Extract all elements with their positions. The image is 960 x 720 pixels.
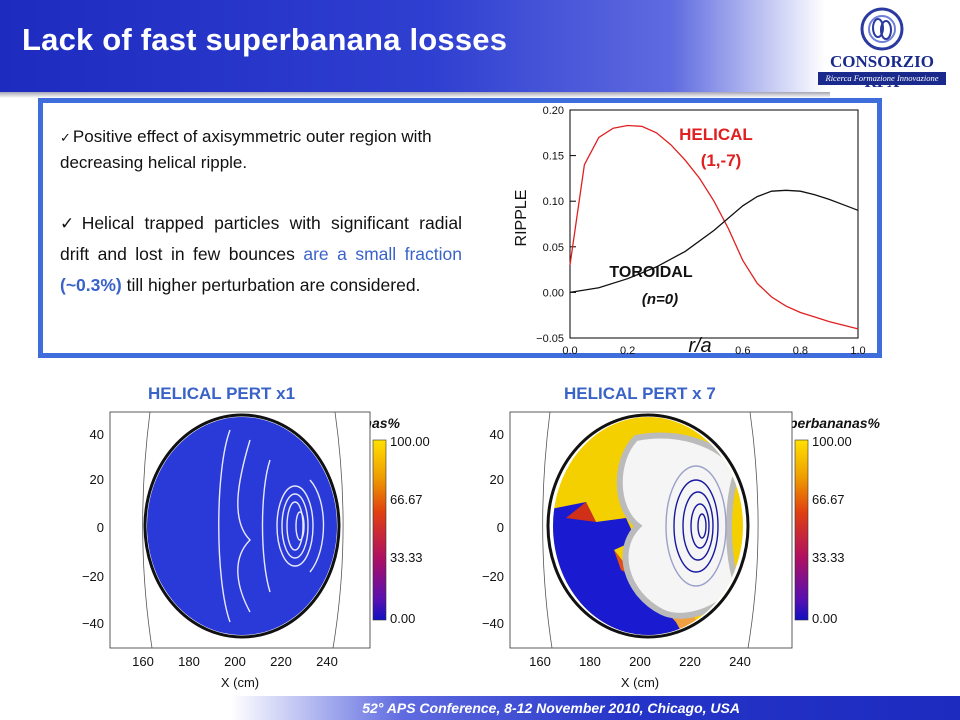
panel-1-colorbar [372,439,387,621]
panel-2-xlabel: X (cm) [621,675,659,690]
panel-1-xlabel: X (cm) [221,675,259,690]
panel-2-colorbar-label: superbananas% [773,415,880,431]
panel-2-title: HELICAL PERT x 7 [564,384,716,403]
panel-2-xtick: 200 [629,654,651,669]
panel-1-ytick: −40 [82,616,104,631]
ripple-ytick: 0.00 [543,287,564,299]
panel-1-orbits [218,429,325,623]
panel-2-ytick: 20 [490,472,504,487]
footer-text: 52° APS Conference, 8-12 November 2010, … [362,700,740,716]
panel-1-ytick: 0 [97,520,104,535]
panel-2-xtick: 180 [579,654,601,669]
panel-2-boundary-lines [542,411,759,649]
header-shadow [0,92,830,98]
panel-1-title: HELICAL PERT x1 [148,384,296,403]
consorzio-rfx-logo: CONSORZIO RFX Ricerca Formazione Innovaz… [812,6,952,91]
ripple-plot-frame [569,109,859,339]
panel-1-xticks: 160 180 200 220 240 [132,654,338,669]
slide-title: Lack of fast superbanana losses [22,22,508,57]
panel-1-boundary-lines [142,411,344,649]
bullet-1-text: Positive effect of axisymmetric outer re… [60,127,432,172]
panel-2-cbar-tick: 33.33 [812,550,845,565]
panel-2-ytick: 0 [497,520,504,535]
ripple-chart: −0.05 0.00 0.05 0.10 0.15 0.20 0.0 0.2 0.6 0.8 1.… [513,105,866,354]
toroidal-mode-annotation: (n=0) [642,291,678,308]
panel-1-xtick: 160 [132,654,154,669]
panel-2-yticks: 40 20 0 −20 −40 [482,427,504,631]
footer-band [0,696,960,720]
panel-1-colorbar-ticks: 100.00 66.67 33.33 0.00 [390,434,430,626]
panel-1-cbar-tick: 0.00 [390,611,415,626]
panel-2-ytick: −20 [482,569,504,584]
panel-2-plot: superbananas% 100.00 66.67 33.33 0.00 40… [482,411,880,690]
helical-annotation: HELICAL [679,125,753,144]
panel-1-xtick: 240 [316,654,338,669]
bullet-2: ✓ Helical trapped particles with signific… [60,208,462,301]
panel-1-xtick: 180 [178,654,200,669]
panel-1-cbar-tick: 33.33 [390,550,423,565]
panel-1-plot: superbananas% 100.00 66.67 33.33 0.00 40… [82,411,430,690]
panel-2-xtick: 220 [679,654,701,669]
panel-2-cbar-tick: 66.67 [812,492,845,507]
toroidal-annotation: TOROIDAL [609,264,692,281]
ripple-xtick: 0.0 [562,345,577,354]
panel-2-ytick: 40 [490,427,504,442]
bullet-2-percent: (~0.3%) [60,275,122,295]
checkmark-icon: ✓ [60,130,71,145]
ripple-xtick: 0.2 [620,345,635,354]
panel-1-ytick: −20 [82,569,104,584]
ripple-xtick: 0.8 [793,345,808,354]
checkmark-icon: ✓ [60,214,80,233]
bullet-2-text-b: are a small fraction [303,244,462,264]
ripple-xtick: 0.6 [735,345,750,354]
panel-1-ytick: 20 [90,472,104,487]
ripple-ytick: 0.05 [543,242,564,254]
ripple-ytick: 0.15 [543,151,564,163]
panel-2-xtick: 160 [529,654,551,669]
panel-2-xtick: 240 [729,654,751,669]
bullet-1: ✓ Positive effect of axisymmetric outer r… [60,124,460,175]
panel-1-cbar-tick: 100.00 [390,434,430,449]
panel-1-cbar-tick: 66.67 [390,492,423,507]
logo-emblem-icon [860,7,904,51]
bullet-2-text-a: Helical trapped particles with significa… [60,213,462,264]
toroidal-ripple-line [569,189,859,294]
panel-2-xticks: 160 180 200 220 240 [529,654,751,669]
logo-tagline: Ricerca Formazione Innovazione [818,72,946,85]
ripple-ytick: 0.20 [543,105,564,117]
helical-mode-annotation: (1,-7) [701,151,742,170]
header-band [0,0,960,92]
ripple-ytick: −0.05 [536,333,564,345]
panel-2-colorbar-ticks: 100.00 66.67 33.33 0.00 [812,434,852,626]
bullet-2-text-d: till higher perturbation are considered. [121,275,421,295]
ripple-ytick: 0.10 [543,196,564,208]
panel-1-xtick: 200 [224,654,246,669]
panel-2-cbar-tick: 100.00 [812,434,852,449]
panel-2-ytick: −40 [482,616,504,631]
panel-1-ytick: 40 [90,427,104,442]
ripple-ylabel: RIPPLE [513,190,530,247]
panel-2-white-region [616,432,742,619]
helical-ripple-line [569,124,859,330]
ripple-xtick: 1.0 [850,345,865,354]
panel-2-cbar-tick: 0.00 [812,611,837,626]
panel-1-yticks: 40 20 0 −20 −40 [82,427,104,631]
panel-1-xtick: 220 [270,654,292,669]
ripple-xlabel: r/a [688,335,711,354]
panel-2-colorbar [794,439,809,621]
panel-2-orbits [665,465,727,587]
